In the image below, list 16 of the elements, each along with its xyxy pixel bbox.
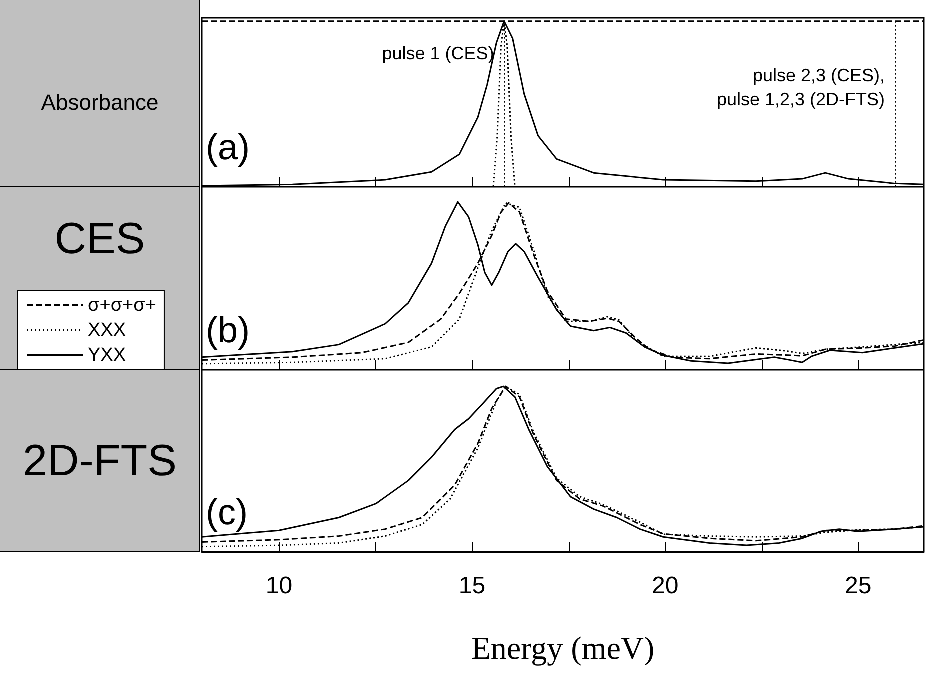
ref-line-label: pulse 1 (CES) [382,43,494,64]
legend-label: XXX [88,320,126,341]
annotation: (a) [206,126,250,168]
x-tick-label: 20 [652,572,679,600]
legend-label: YXX [88,345,126,366]
y-axis-title: 2D-FTS [23,436,177,486]
annotation: (c) [206,492,248,532]
ref-line-label: pulse 2,3 (CES), pulse 1,2,3 (2D-FTS) [716,65,886,110]
x-axis-title: Energy (meV) [471,630,655,666]
x-tick-label: 10 [266,572,293,600]
legend-label: σ+σ+σ+ [88,295,156,316]
annotation: (b) [206,310,250,350]
y-axis-title: Absorbance [41,90,159,115]
x-tick-label: 25 [845,572,872,600]
y-axis-title: CES [54,214,146,264]
x-tick-label: 15 [458,572,486,600]
